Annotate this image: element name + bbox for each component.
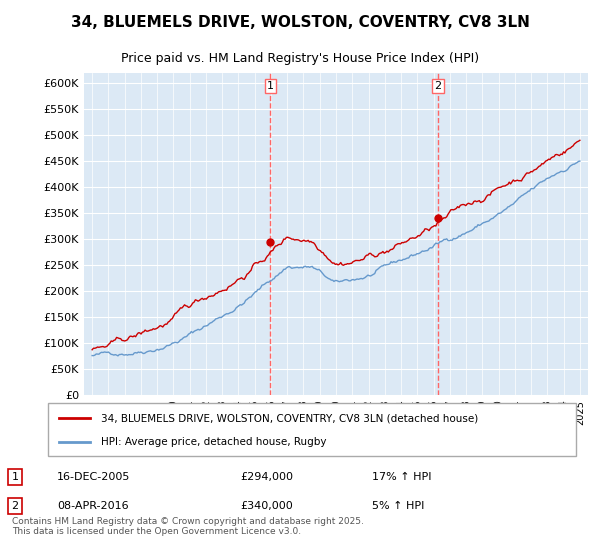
Text: 34, BLUEMELS DRIVE, WOLSTON, COVENTRY, CV8 3LN (detached house): 34, BLUEMELS DRIVE, WOLSTON, COVENTRY, C… — [101, 413, 478, 423]
FancyBboxPatch shape — [48, 403, 576, 456]
Text: £294,000: £294,000 — [240, 472, 293, 482]
Text: £340,000: £340,000 — [240, 501, 293, 511]
Text: 17% ↑ HPI: 17% ↑ HPI — [372, 472, 431, 482]
Text: 34, BLUEMELS DRIVE, WOLSTON, COVENTRY, CV8 3LN: 34, BLUEMELS DRIVE, WOLSTON, COVENTRY, C… — [71, 15, 529, 30]
Text: 1: 1 — [267, 81, 274, 91]
Text: 5% ↑ HPI: 5% ↑ HPI — [372, 501, 424, 511]
Text: 1: 1 — [11, 472, 19, 482]
Text: 2: 2 — [434, 81, 442, 91]
Text: 08-APR-2016: 08-APR-2016 — [57, 501, 128, 511]
Text: 16-DEC-2005: 16-DEC-2005 — [57, 472, 130, 482]
Text: Price paid vs. HM Land Registry's House Price Index (HPI): Price paid vs. HM Land Registry's House … — [121, 53, 479, 66]
Text: Contains HM Land Registry data © Crown copyright and database right 2025.
This d: Contains HM Land Registry data © Crown c… — [12, 517, 364, 536]
Text: HPI: Average price, detached house, Rugby: HPI: Average price, detached house, Rugb… — [101, 436, 326, 446]
Text: 2: 2 — [11, 501, 19, 511]
